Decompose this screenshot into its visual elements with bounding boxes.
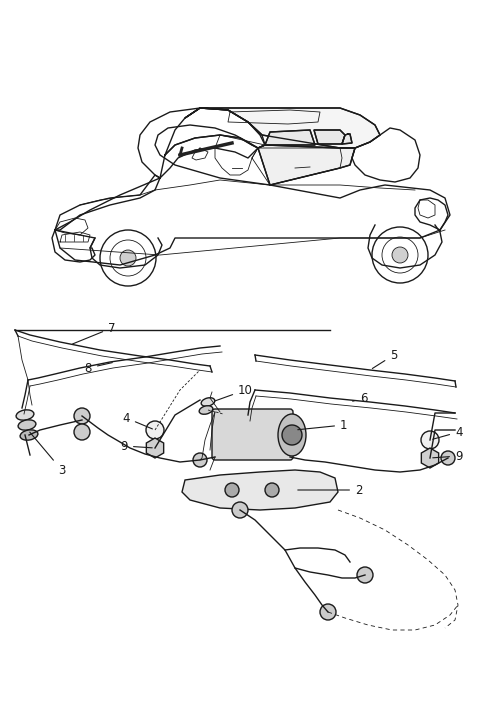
Circle shape xyxy=(265,483,279,497)
Text: 8: 8 xyxy=(84,362,112,374)
Polygon shape xyxy=(258,145,355,185)
Circle shape xyxy=(382,237,418,273)
Ellipse shape xyxy=(278,414,306,456)
Text: 9: 9 xyxy=(120,440,152,453)
Circle shape xyxy=(225,483,239,497)
Circle shape xyxy=(357,567,373,583)
Ellipse shape xyxy=(199,406,213,415)
Text: 1: 1 xyxy=(298,418,348,432)
Text: 4: 4 xyxy=(432,425,463,439)
Circle shape xyxy=(392,247,408,263)
Text: 3: 3 xyxy=(30,432,65,477)
Polygon shape xyxy=(314,130,345,144)
Text: 6: 6 xyxy=(353,392,368,405)
Circle shape xyxy=(282,425,302,445)
Text: 5: 5 xyxy=(372,349,397,369)
FancyBboxPatch shape xyxy=(212,409,293,460)
Circle shape xyxy=(320,604,336,620)
Circle shape xyxy=(441,451,455,465)
Text: 7: 7 xyxy=(72,321,116,344)
Polygon shape xyxy=(185,108,380,148)
Circle shape xyxy=(74,408,90,424)
Circle shape xyxy=(372,227,428,283)
Text: 9: 9 xyxy=(433,450,463,463)
Ellipse shape xyxy=(16,410,34,420)
Text: 2: 2 xyxy=(298,483,362,496)
Ellipse shape xyxy=(20,430,38,440)
Circle shape xyxy=(74,424,90,440)
Ellipse shape xyxy=(18,420,36,430)
Polygon shape xyxy=(146,438,164,458)
Circle shape xyxy=(110,240,146,276)
Polygon shape xyxy=(342,134,352,144)
Circle shape xyxy=(421,431,439,449)
Circle shape xyxy=(120,250,136,266)
Text: 10: 10 xyxy=(215,384,253,401)
Polygon shape xyxy=(421,448,439,468)
Circle shape xyxy=(193,453,207,467)
Ellipse shape xyxy=(201,397,215,406)
Polygon shape xyxy=(182,470,338,510)
Text: 4: 4 xyxy=(122,412,153,429)
Circle shape xyxy=(100,230,156,286)
Polygon shape xyxy=(265,130,315,145)
Circle shape xyxy=(232,502,248,518)
Circle shape xyxy=(146,421,164,439)
